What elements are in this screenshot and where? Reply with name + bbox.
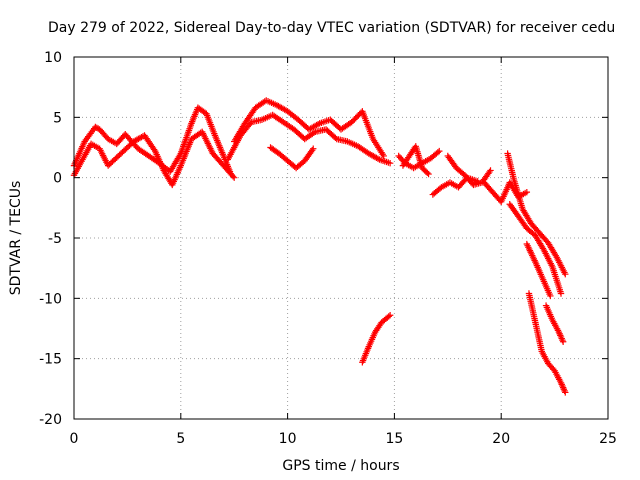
data-point [557, 290, 565, 297]
data-point [310, 145, 317, 152]
data-point [436, 147, 443, 155]
x-axis-label: GPS time / hours [282, 458, 399, 474]
y-tick-label: 5 [53, 110, 62, 126]
data-point [310, 129, 318, 137]
data-series [267, 144, 317, 172]
data-series [525, 290, 569, 396]
data-point [308, 147, 316, 154]
chart-title: Day 279 of 2022, Sidereal Day-to-day VTE… [48, 20, 615, 36]
data-point [374, 155, 382, 162]
data-point [386, 312, 394, 319]
data-point [314, 121, 322, 128]
data-series [523, 240, 554, 300]
data-point [487, 167, 494, 174]
data-point [523, 188, 531, 196]
data-series [429, 174, 481, 198]
data-point [386, 159, 394, 167]
x-tick-label: 25 [599, 431, 617, 447]
data-point [486, 168, 493, 176]
data-series [506, 201, 565, 297]
axis-ticks: 0 5 10 15 20 25 -20 -15 -10 -5 0 5 10 [39, 50, 617, 447]
data-point [559, 338, 567, 345]
data-point [425, 170, 432, 178]
data-point [229, 173, 237, 180]
data-point [562, 271, 569, 278]
y-tick-label: 0 [53, 171, 62, 187]
data-series [504, 150, 569, 278]
data-point [547, 292, 554, 300]
data-series [359, 312, 394, 366]
data-series [399, 143, 432, 178]
y-tick-label: 10 [44, 50, 62, 66]
y-tick-label: -15 [39, 352, 62, 368]
x-tick-label: 15 [385, 431, 403, 447]
x-tick-label: 20 [492, 431, 510, 447]
data-series [542, 302, 567, 345]
data-series [70, 128, 238, 189]
data-point [434, 149, 442, 156]
data-series [231, 97, 387, 160]
x-tick-label: 5 [176, 431, 185, 447]
y-axis-label: SDTVAR / TECUs [8, 181, 24, 296]
data-series [224, 111, 394, 167]
x-tick-label: 0 [70, 431, 79, 447]
y-tick-label: -20 [39, 412, 62, 428]
y-tick-label: -10 [39, 291, 62, 307]
data-point [562, 389, 569, 396]
data-point [424, 169, 431, 177]
data-points [70, 97, 569, 396]
data-point [231, 174, 238, 181]
data-point [474, 178, 481, 185]
data-point [380, 152, 387, 160]
data-series [480, 179, 531, 205]
y-tick-label: -5 [48, 231, 62, 247]
grid-lines [74, 57, 608, 419]
data-point [385, 313, 392, 320]
x-tick-label: 10 [279, 431, 297, 447]
